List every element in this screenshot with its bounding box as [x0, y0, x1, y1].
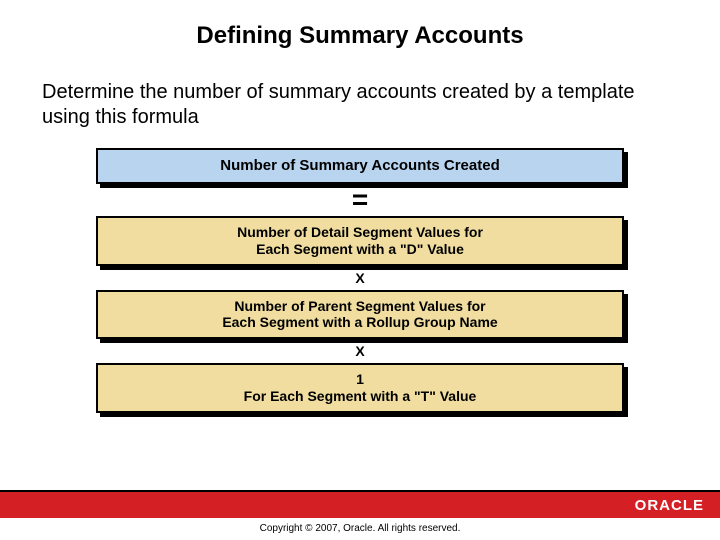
formula-container: Number of Summary Accounts Created = Num… — [0, 148, 720, 413]
result-box: Number of Summary Accounts Created — [96, 148, 624, 184]
term-3-line1: 1 — [356, 371, 364, 387]
oracle-logo: ORACLE — [635, 497, 704, 514]
term-2-line2: Each Segment with a Rollup Group Name — [222, 314, 497, 330]
slide-subtitle: Determine the number of summary accounts… — [0, 50, 720, 148]
slide: Defining Summary Accounts Determine the … — [0, 0, 720, 540]
term-1-line2: Each Segment with a "D" Value — [256, 241, 464, 257]
slide-title: Defining Summary Accounts — [0, 0, 720, 50]
equals-operator: = — [96, 188, 624, 212]
multiply-operator-1: X — [96, 270, 624, 286]
brand-bar: ORACLE — [0, 490, 720, 518]
term-3-line2: For Each Segment with a "T" Value — [244, 388, 477, 404]
term-1-line1: Number of Detail Segment Values for — [237, 224, 483, 240]
term-box-1: Number of Detail Segment Values for Each… — [96, 216, 624, 266]
copyright-text: Copyright © 2007, Oracle. All rights res… — [0, 518, 720, 540]
term-box-2: Number of Parent Segment Values for Each… — [96, 290, 624, 340]
term-box-3: 1 For Each Segment with a "T" Value — [96, 363, 624, 413]
multiply-operator-2: X — [96, 343, 624, 359]
term-2-line1: Number of Parent Segment Values for — [234, 298, 485, 314]
footer: ORACLE Copyright © 2007, Oracle. All rig… — [0, 490, 720, 540]
